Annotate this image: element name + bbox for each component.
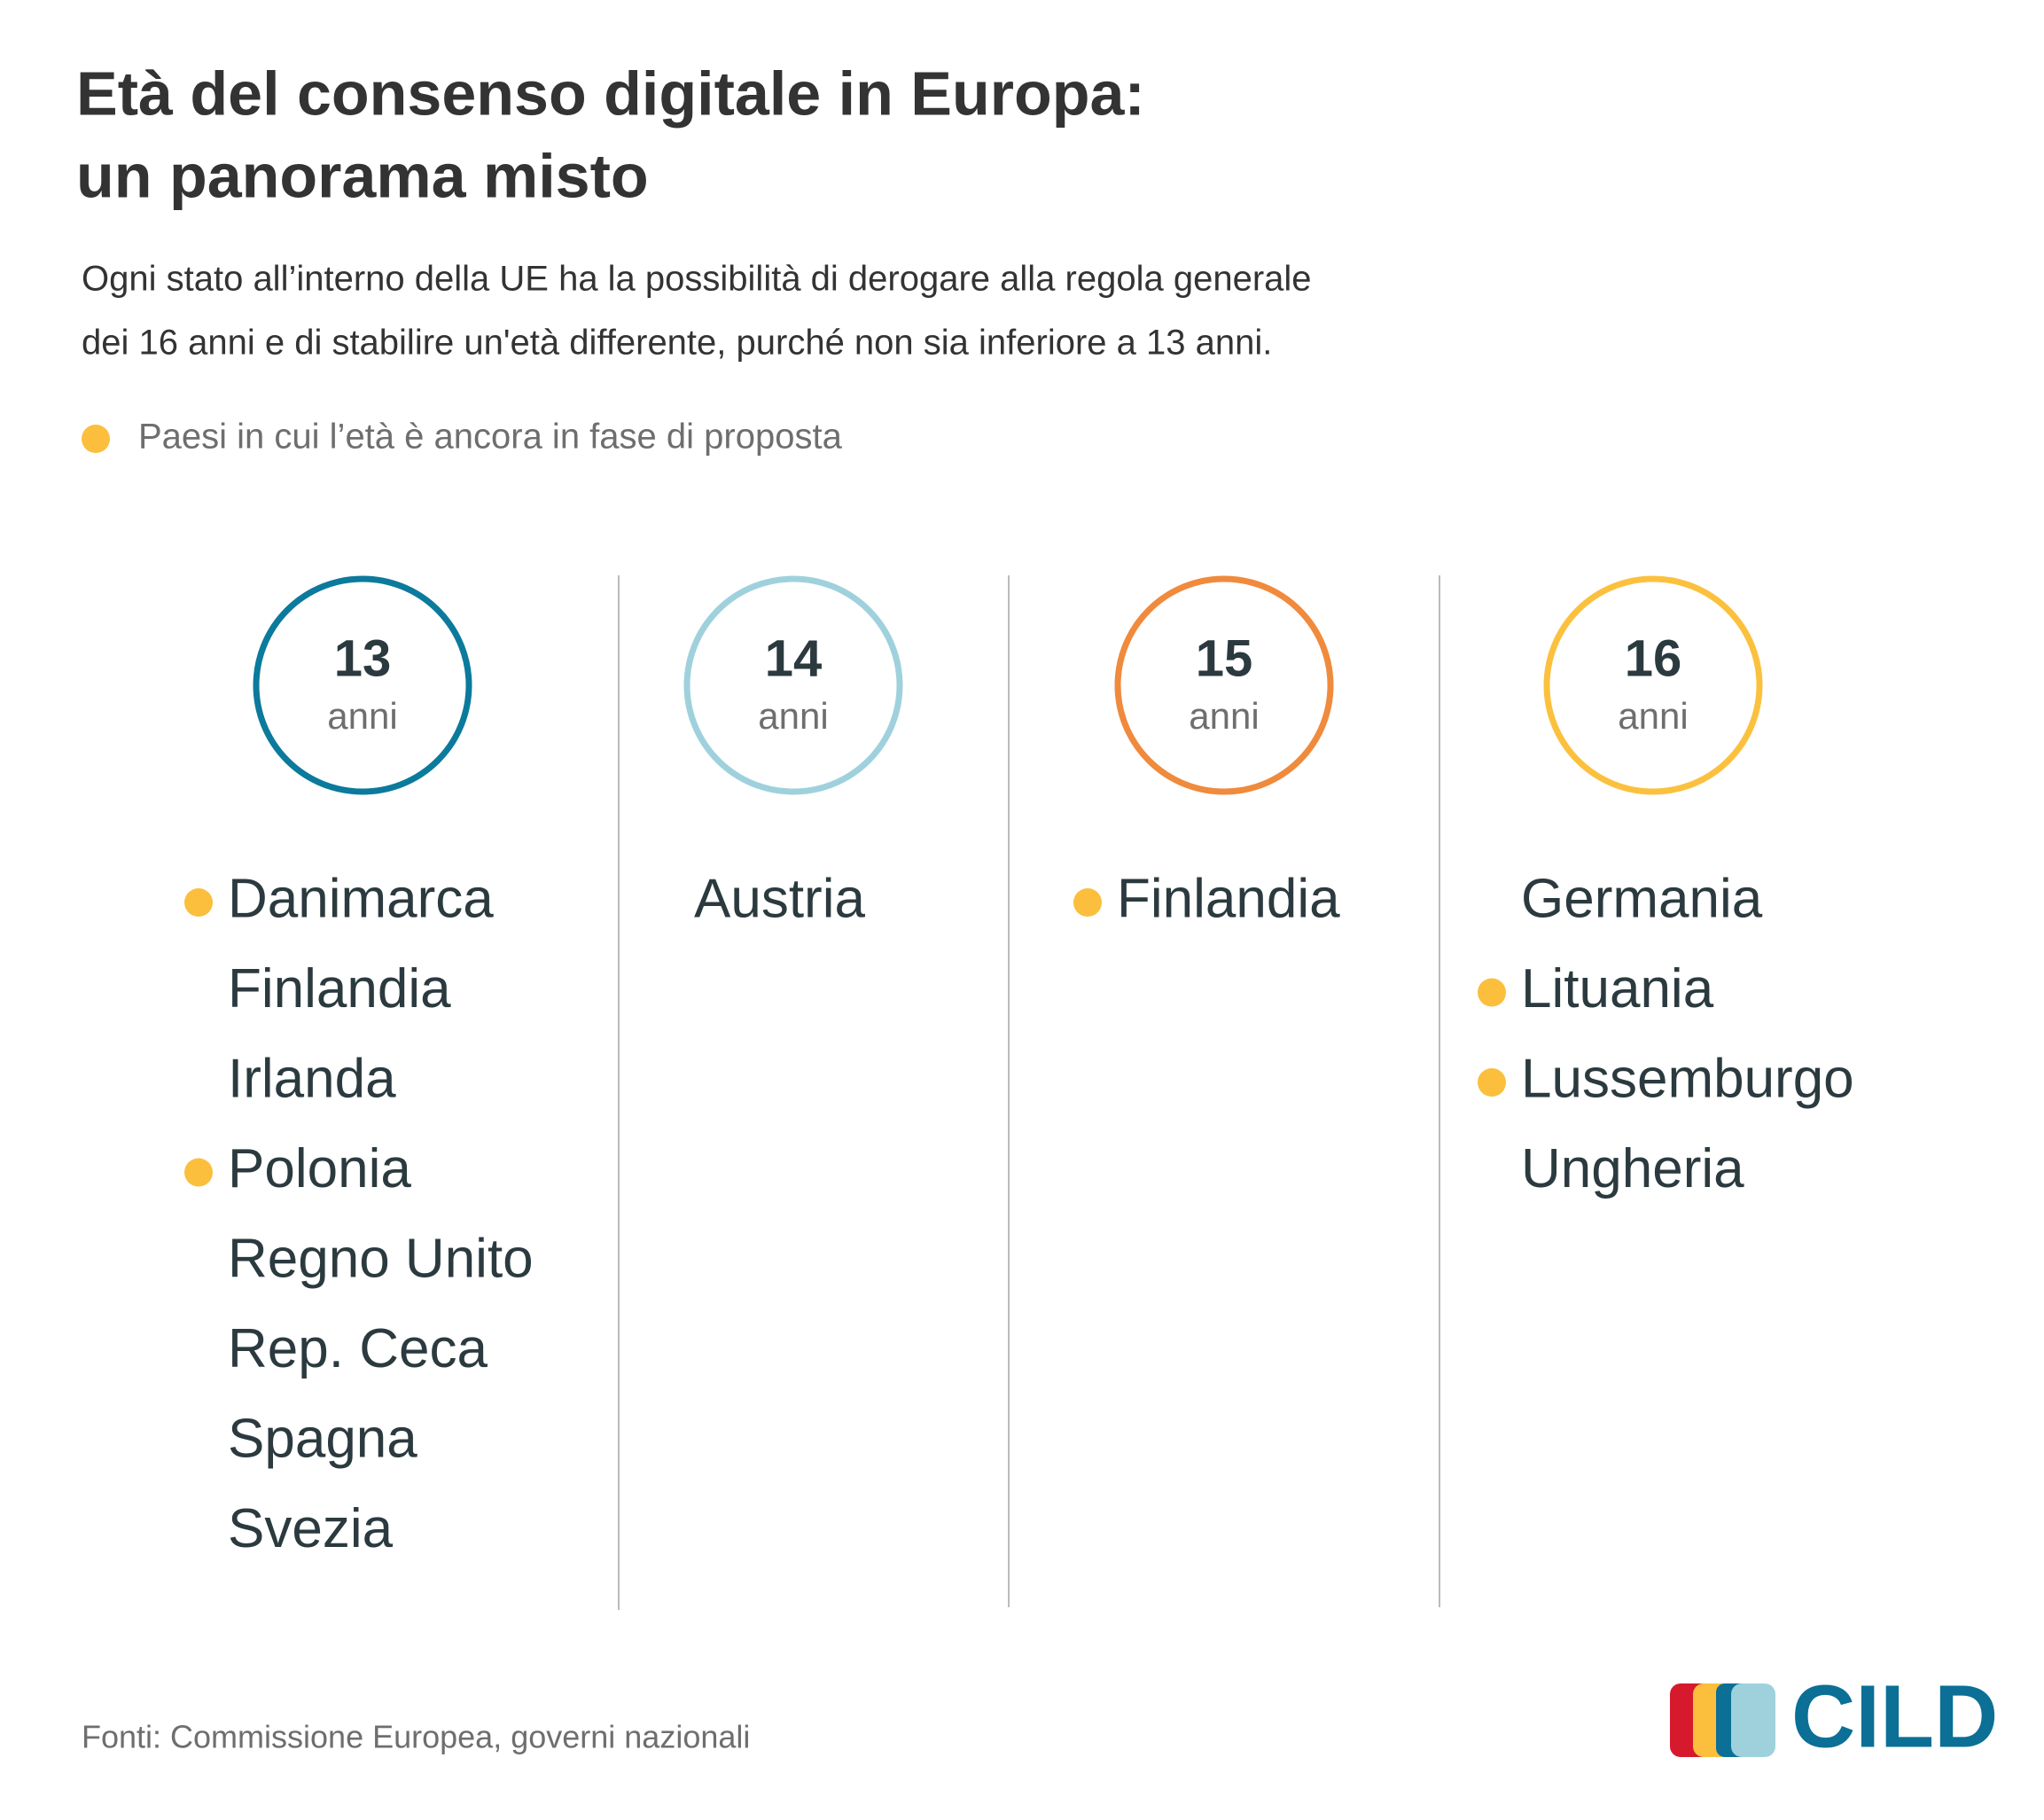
country: Regno Unito — [228, 1228, 534, 1289]
proposed-dot — [1073, 888, 1102, 917]
age-circle — [683, 575, 903, 795]
age-circle — [1114, 575, 1334, 795]
country: Irlanda — [228, 1048, 396, 1109]
age-unit: anni — [1189, 695, 1259, 737]
country: Germania — [1521, 868, 1763, 929]
country: Svezia — [228, 1498, 394, 1559]
country: Austria — [694, 868, 865, 929]
age-unit: anni — [327, 695, 397, 737]
country: Lussemburgo — [1521, 1048, 1854, 1109]
age-number: 13 — [334, 629, 392, 687]
country: Finlandia — [1117, 868, 1340, 929]
age-unit: anni — [1618, 695, 1688, 737]
subtitle-line: dei 16 anni e di stabilire un'età differ… — [82, 324, 1272, 363]
title-line: un panorama misto — [76, 141, 649, 210]
logo: CILD — [1670, 1667, 1998, 1766]
country: Lituania — [1521, 958, 1714, 1019]
country: Polonia — [228, 1138, 411, 1199]
age-number: 14 — [765, 629, 823, 687]
country: Finlandia — [228, 958, 451, 1019]
title-line: Età del consenso digitale in Europa: — [76, 59, 1145, 128]
age-unit: anni — [758, 695, 828, 737]
source: Fonti: Commissione Europea, governi nazi… — [82, 1719, 750, 1755]
legend-label: Paesi in cui l’età è ancora in fase di p… — [138, 418, 843, 457]
subtitle-line: Ogni stato all’interno della UE ha la po… — [82, 260, 1312, 299]
logo-text: CILD — [1791, 1667, 1998, 1766]
age-number: 16 — [1625, 629, 1682, 687]
proposed-dot — [1478, 978, 1506, 1007]
logo-bar — [1731, 1683, 1775, 1757]
country: Ungheria — [1521, 1138, 1744, 1199]
proposed-dot — [184, 1158, 213, 1187]
country: Danimarca — [228, 868, 494, 929]
age-number: 15 — [1196, 629, 1253, 687]
age-circle — [1543, 575, 1763, 795]
country: Rep. Ceca — [228, 1318, 488, 1379]
legend-dot — [82, 425, 110, 453]
age-circle — [253, 575, 472, 795]
proposed-dot — [1478, 1068, 1506, 1097]
country: Spagna — [228, 1408, 417, 1469]
proposed-dot — [184, 888, 213, 917]
